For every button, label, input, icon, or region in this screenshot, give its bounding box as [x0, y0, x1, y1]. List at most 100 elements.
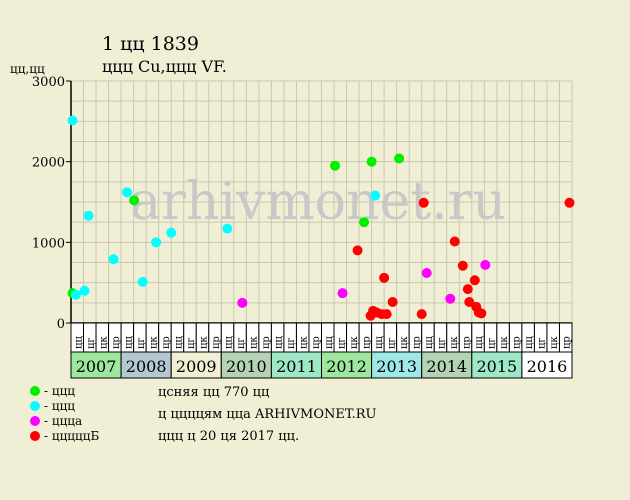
legend-item: - цццццБ [30, 429, 99, 444]
data-point [79, 285, 90, 296]
quarter-label: цг [336, 337, 347, 349]
year-label: 2014 [426, 357, 467, 376]
year-box [371, 351, 423, 379]
quarter-label: цр [361, 336, 372, 349]
watermark-text: arhivmonet.ru [130, 172, 506, 232]
chart-subtitle: ццц Cu,ццц VF. [102, 57, 227, 76]
year-label: 2016 [527, 357, 568, 376]
y-axis-unit: цц,цц [10, 62, 45, 76]
data-point [352, 245, 363, 256]
quarter-label: цк [549, 336, 560, 349]
data-point [476, 308, 487, 319]
data-point [67, 115, 78, 126]
quarter-label: цг [537, 337, 548, 349]
note-line: цcняя цц 770 цц [158, 385, 270, 400]
year-box [120, 351, 172, 379]
data-point [337, 288, 348, 299]
year-label: 2007 [76, 357, 117, 376]
data-point [394, 153, 405, 164]
quarter-label: цц [123, 336, 134, 349]
year-box [421, 351, 473, 379]
data-point [469, 275, 480, 286]
year-box [471, 351, 523, 379]
data-point [418, 197, 429, 208]
year-label: 2011 [276, 357, 317, 376]
quarter-label: цк [499, 336, 510, 349]
year-label: 2009 [176, 357, 217, 376]
legend-label: - ццц [44, 384, 76, 398]
data-point [237, 297, 248, 308]
quarter-label: цц [274, 336, 285, 349]
data-point [457, 260, 468, 271]
data-point [366, 156, 377, 167]
quarter-label: цг [86, 337, 97, 349]
quarter-label: цг [386, 337, 397, 349]
quarter-label: цг [487, 337, 498, 349]
quarter-label: цц [173, 336, 184, 349]
legend-label: - цццццБ [44, 429, 100, 443]
quarter-label: цк [299, 336, 310, 349]
note-line: ццц ц 20 ця 2017 цц. [158, 429, 300, 444]
legend-item: - ццц [30, 399, 99, 414]
year-label: 2015 [476, 357, 517, 376]
quarter-label: цр [512, 336, 523, 349]
quarter-label: цр [161, 336, 172, 349]
data-point [122, 187, 133, 198]
data-point [137, 276, 148, 287]
legend: - ццц - ццц - ццца - цццццБ [30, 384, 99, 444]
data-point [71, 289, 82, 300]
quarter-label: цр [411, 336, 422, 349]
quarter-label: цц [73, 336, 84, 349]
quarter-label: цц [224, 336, 235, 349]
data-point [421, 267, 432, 278]
data-point [381, 309, 392, 320]
quarter-label: цг [236, 337, 247, 349]
quarter-label: цк [199, 336, 210, 349]
quarter-label: цр [211, 336, 222, 349]
y-tick-label: 0 [57, 317, 65, 332]
year-label: 2010 [226, 357, 267, 376]
data-point [464, 297, 475, 308]
quarter-label: цр [311, 336, 322, 349]
legend-item: - ццца [30, 414, 99, 429]
data-point [129, 195, 140, 206]
legend-marker [30, 386, 40, 396]
data-point [108, 254, 119, 265]
year-label: 2013 [376, 357, 417, 376]
y-tick-label: 1000 [32, 236, 65, 251]
quarter-label: цг [286, 337, 297, 349]
quarter-label: цр [261, 336, 272, 349]
chart-title: 1 цц 1839 [102, 33, 199, 55]
quarter-label: цр [462, 336, 473, 349]
quarter-label: цц [524, 336, 535, 349]
note-line: ц ццццям цца ARHIVMONET.RU [158, 407, 377, 422]
quarter-label: цк [249, 336, 260, 349]
data-point [359, 217, 370, 228]
data-point [462, 284, 473, 295]
legend-label: - ццц [44, 399, 76, 413]
quarter-label: цр [111, 336, 122, 349]
data-point [416, 309, 427, 320]
quarter-label: цк [449, 336, 460, 349]
y-tick-label: 2000 [32, 156, 65, 171]
quarter-label: цк [148, 336, 159, 349]
legend-label: - ццца [44, 414, 83, 428]
data-point [564, 197, 575, 208]
year-box [270, 351, 322, 379]
quarter-label: цц [424, 336, 435, 349]
y-tick-label: 3000 [32, 75, 65, 90]
quarter-label: цк [98, 336, 109, 349]
data-point [370, 190, 381, 201]
quarter-label: цг [436, 337, 447, 349]
year-box [170, 351, 222, 379]
data-point [151, 237, 162, 248]
quarter-label: цг [136, 337, 147, 349]
quarter-label: цг [186, 337, 197, 349]
quarter-label: цк [349, 336, 360, 349]
data-point [222, 223, 233, 234]
quarter-label: цк [399, 336, 410, 349]
data-point [387, 297, 398, 308]
legend-marker [30, 431, 40, 441]
data-point [445, 293, 456, 304]
